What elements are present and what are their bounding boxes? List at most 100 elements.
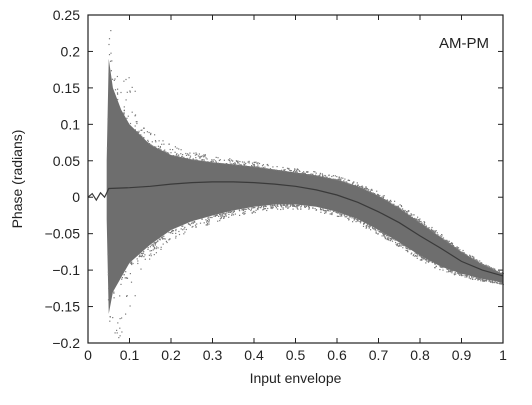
scatter-point [431,261,434,264]
scatter-point [324,175,327,177]
scatter-point [292,208,294,210]
scatter-point [183,233,185,235]
scatter-point [364,188,366,190]
scatter-point [198,157,201,159]
scatter-point [228,216,230,218]
scatter-point [346,215,348,217]
scatter-point [125,271,127,273]
scatter-point [177,155,179,157]
scatter-point [234,163,236,165]
scatter-point [466,254,468,256]
scatter-point [215,161,217,163]
scatter-point [493,269,495,271]
scatter-point [257,207,259,209]
scatter-point [180,157,182,159]
scatter-point [402,208,404,210]
scatter-point [501,272,503,274]
scatter-point [464,274,466,277]
scatter-point [282,166,284,169]
scatter-point [452,245,454,247]
scatter-point [340,179,342,182]
scatter-point [263,208,265,210]
scatter-point [384,199,386,201]
scatter-point [253,165,256,167]
scatter-point [382,195,384,197]
scatter-point [178,230,180,233]
scatter-point [335,179,338,181]
scatter-point [152,244,155,246]
scatter-point [334,179,336,181]
scatter-point [468,277,470,279]
scatter-point [134,114,137,116]
scatter-point [183,228,185,230]
scatter-point [182,225,184,227]
x-tick-label: 0.8 [410,347,430,363]
scatter-point [434,263,436,265]
scatter-point [384,234,386,236]
scatter-point [365,227,367,229]
y-tick-label: 0.05 [53,153,80,169]
scatter-point [121,317,123,319]
scatter-point [276,205,278,207]
scatter-point [214,214,216,217]
scatter-point [136,131,138,133]
scatter-point [441,236,443,238]
scatter-point [267,165,269,167]
scatter-point [451,272,453,274]
scatter-point [110,70,112,72]
scatter-point [175,235,177,237]
scatter-point [219,213,221,215]
scatter-point [141,135,143,137]
scatter-point [205,219,207,221]
scatter-point [262,167,264,169]
scatter-point [439,269,441,271]
scatter-point [460,275,463,277]
scatter-point [464,253,466,255]
scatter-point [195,152,197,154]
scatter-point [346,181,348,183]
scatter-point [258,162,261,165]
scatter-point [468,256,471,258]
scatter-point [339,178,341,180]
scatter-point [406,247,408,249]
scatter-point [172,230,174,232]
scatter-point [196,159,198,161]
scatter-point [189,224,191,226]
scatter-point [149,258,151,260]
scatter-point [306,171,308,173]
scatter-point [247,161,249,163]
scatter-point [372,192,374,194]
scatter-point [175,237,177,239]
scatter-point [307,171,309,173]
scatter-point [429,260,431,262]
scatter-point [308,207,310,209]
scatter-point [424,221,426,223]
scatter-point [116,332,118,334]
scatter-point [495,270,497,272]
scatter-point [151,141,153,143]
scatter-point [365,186,367,188]
scatter-point [360,220,362,222]
scatter-point [459,274,461,276]
scatter-point [221,214,223,216]
scatter-point [386,238,388,240]
scatter-point [457,247,460,249]
scatter-point [434,267,436,269]
scatter-point [211,161,213,163]
scatter-point [237,160,239,162]
scatter-point [150,253,152,255]
scatter-point [288,206,290,208]
scatter-point [431,226,433,229]
scatter-point [371,188,373,190]
scatter-point [276,204,279,206]
scatter-point [162,140,164,142]
scatter-point [417,253,419,255]
scatter-point [304,205,306,208]
scatter-point [113,292,115,294]
scatter-point [169,148,171,151]
scatter-point [421,257,423,259]
scatter-point [324,209,326,212]
scatter-point [129,262,131,264]
scatter-point [341,181,343,183]
scatter-point [448,240,450,242]
